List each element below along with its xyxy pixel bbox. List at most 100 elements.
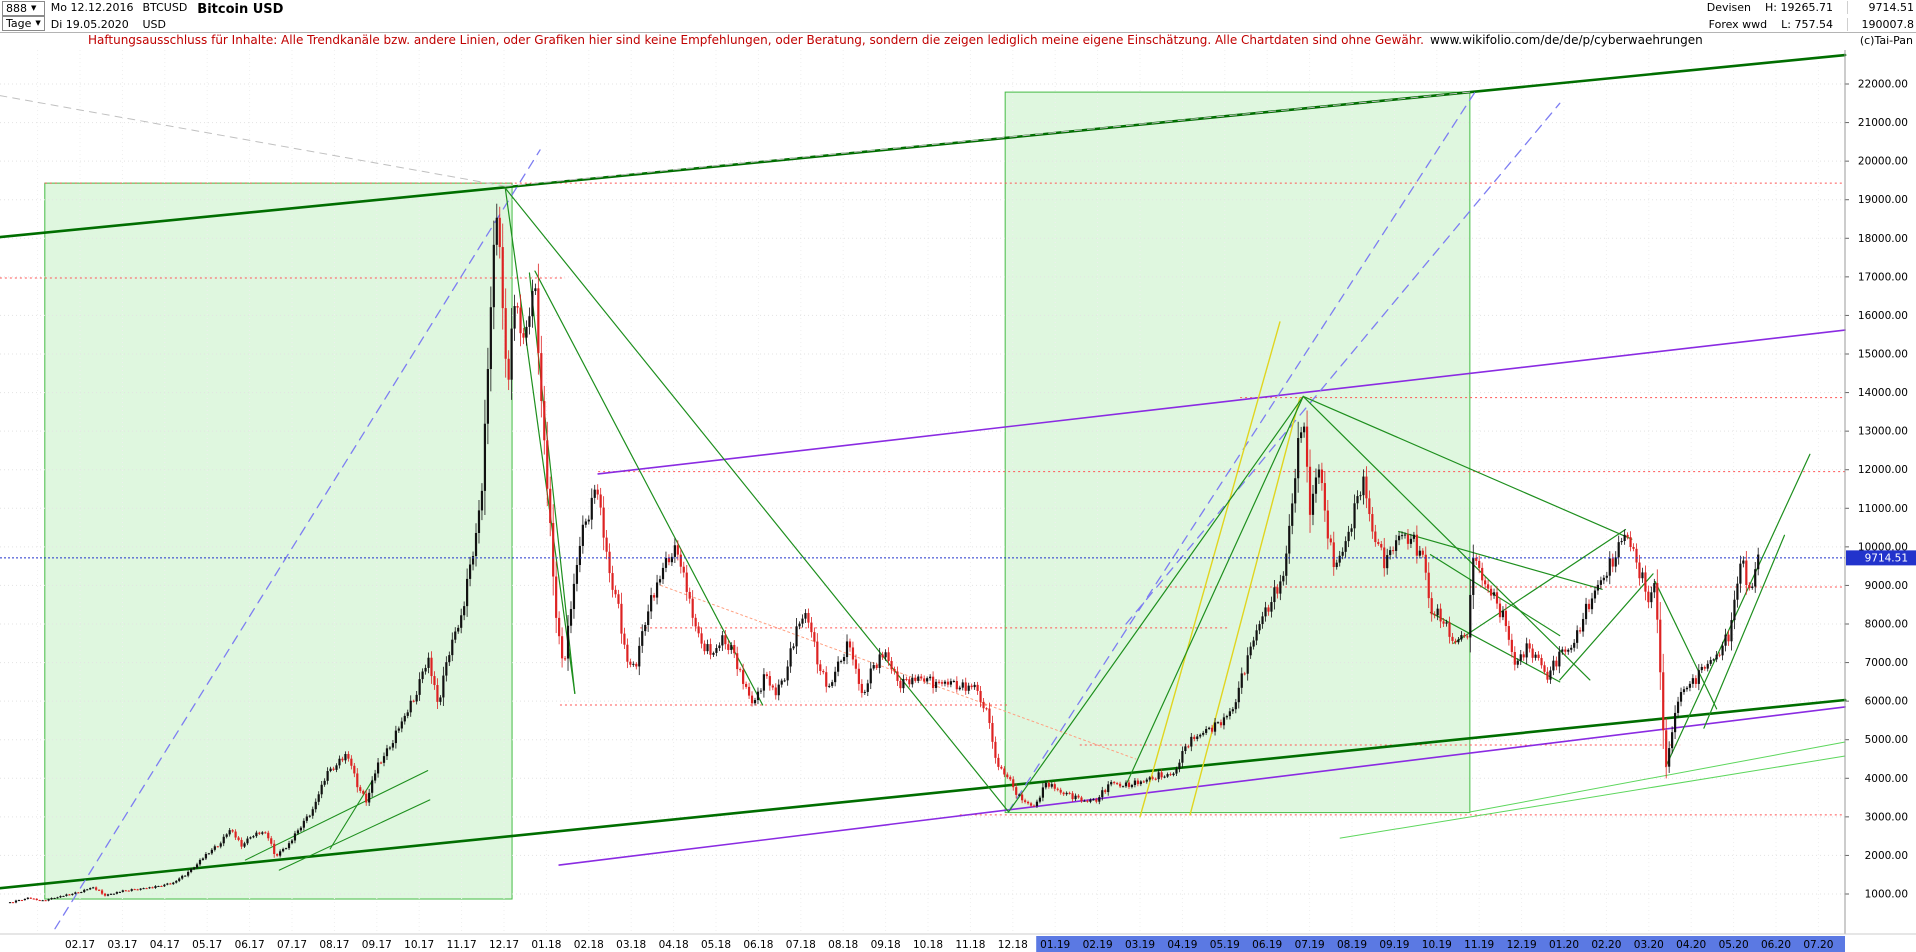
x-axis-label: 12.18 (998, 939, 1028, 951)
trend-line (329, 779, 374, 850)
x-axis-label: 03.19 (1125, 939, 1155, 951)
x-axis-label: 02.19 (1083, 939, 1113, 951)
period-label: Tage (6, 17, 32, 30)
trend-line (1126, 395, 1304, 783)
x-axis-label: 08.17 (319, 939, 349, 951)
y-axis-label: 1000.00 (1865, 889, 1908, 901)
chevron-down-icon: ▼ (31, 4, 37, 12)
trend-line (1665, 453, 1811, 768)
y-axis-label: 7000.00 (1865, 657, 1908, 669)
x-axis-label: 08.18 (828, 939, 858, 951)
x-axis-label: 06.17 (235, 939, 265, 951)
y-axis-label: 17000.00 (1858, 271, 1908, 283)
y-axis-label: 14000.00 (1858, 387, 1908, 399)
highlight-box (1004, 91, 1471, 814)
x-axis-label: 02.20 (1591, 939, 1621, 951)
period-dropdown[interactable]: Tage ▼ (2, 16, 45, 31)
header-left: 888 ▼ Tage ▼ Mo 12.12.2016 Di 19.05.2020… (2, 1, 283, 31)
x-axis-label: 10.18 (913, 939, 943, 951)
trend-line (0, 53, 1847, 239)
x-axis-label: 05.20 (1719, 939, 1749, 951)
y-axis-label: 4000.00 (1865, 773, 1908, 785)
x-axis-label: 01.19 (1040, 939, 1070, 951)
x-axis-label: 06.19 (1252, 939, 1282, 951)
trend-line (1302, 395, 1633, 540)
y-axis-label: 11000.00 (1858, 503, 1908, 515)
app-header: 888 ▼ Tage ▼ Mo 12.12.2016 Di 19.05.2020… (0, 0, 1916, 33)
start-date: Mo 12.12.2016 (50, 1, 134, 14)
x-axis-label: 12.17 (489, 939, 519, 951)
trend-line (534, 270, 764, 706)
y-axis-label: 21000.00 (1858, 117, 1908, 129)
x-axis-label: 07.20 (1803, 939, 1833, 951)
candles-layer (8, 203, 1760, 904)
x-axis-label: 03.17 (107, 939, 137, 951)
symbol-code: BTCUSD (142, 1, 188, 14)
x-axis-label: 09.17 (362, 939, 392, 951)
x-axis-label: 12.19 (1507, 939, 1537, 951)
corner-value-bottom: 190007.8 (1847, 18, 1914, 31)
low-value: L: 757.54 (1781, 18, 1833, 31)
trend-line (1654, 580, 1718, 710)
high-value: H: 19265.71 (1765, 1, 1833, 14)
x-axis-label: 04.17 (150, 939, 180, 951)
x-axis-label: 05.19 (1210, 939, 1240, 951)
price-chart[interactable]: 1000.00 2000.00 3000.00 4000.00 5000.00 6000.… (0, 50, 1916, 952)
trend-line (504, 187, 576, 695)
chart-area[interactable]: 1000.00 2000.00 3000.00 4000.00 5000.00 6000.… (0, 50, 1916, 952)
x-axis-label: 04.19 (1167, 939, 1197, 951)
y-axis-label: 6000.00 (1865, 696, 1908, 708)
x-axis-label: 03.18 (616, 939, 646, 951)
chevron-down-icon: ▼ (35, 19, 41, 27)
x-axis-label: 07.18 (786, 939, 816, 951)
x-axis-label: 03.20 (1634, 939, 1664, 951)
trend-line (558, 706, 1846, 866)
x-axis-label: 07.19 (1295, 939, 1325, 951)
trend-line (660, 584, 1137, 760)
x-axis-label: 04.20 (1676, 939, 1706, 951)
trend-line (1007, 395, 1304, 813)
symbol-number-dropdown[interactable]: 888 ▼ (2, 1, 45, 16)
x-axis-label: 11.18 (955, 939, 985, 951)
wikifolio-link[interactable]: www.wikifolio.com/de/de/p/cyberwaehrunge… (1429, 33, 1703, 47)
trend-line (1398, 530, 1603, 590)
x-axis-label: 08.19 (1337, 939, 1367, 951)
x-axis-label: 10.19 (1422, 939, 1452, 951)
y-axis-label: 12000.00 (1858, 464, 1908, 476)
market-label: Devisen (1706, 1, 1752, 14)
trend-line (1189, 397, 1301, 816)
disclaimer-text: Haftungsausschluss für Inhalte: Alle Tre… (88, 33, 1424, 47)
y-axis-label: 22000.00 (1858, 79, 1908, 91)
x-axis-label: 06.18 (743, 939, 773, 951)
x-axis-label: 05.18 (701, 939, 731, 951)
sub-header: Haftungsausschluss für Inhalte: Alle Tre… (0, 33, 1916, 50)
y-axis-label: 3000.00 (1865, 811, 1908, 823)
y-axis-label: 20000.00 (1858, 156, 1908, 168)
trend-line (504, 91, 1471, 187)
y-axis-label: 10000.00 (1858, 541, 1908, 553)
trend-line (54, 149, 541, 930)
end-date: Di 19.05.2020 (50, 18, 129, 31)
market-sub-label: Forex wwd (1708, 18, 1768, 31)
y-axis-label: 16000.00 (1858, 310, 1908, 322)
trend-line (1469, 741, 1846, 813)
x-axis-label: 07.17 (277, 939, 307, 951)
trend-line (1302, 395, 1591, 681)
x-axis-label: 01.18 (531, 939, 561, 951)
trend-line (528, 272, 576, 695)
trend-line (1339, 755, 1846, 839)
x-axis-label: 04.18 (659, 939, 689, 951)
trend-line (504, 187, 1010, 813)
y-axis-label: 13000.00 (1858, 426, 1908, 438)
x-axis-label: 10.17 (404, 939, 434, 951)
x-axis-label: 06.20 (1761, 939, 1791, 951)
trend-line (244, 770, 429, 861)
trend-line (597, 329, 1846, 475)
current-price-badge-label: 9714.51 (1865, 552, 1908, 564)
y-axis-label: 9000.00 (1865, 580, 1908, 592)
x-axis-label: 05.17 (192, 939, 222, 951)
x-axis-label: 02.18 (574, 939, 604, 951)
y-axis-label: 18000.00 (1858, 233, 1908, 245)
highlight-box (44, 182, 513, 900)
y-axis-label: 8000.00 (1865, 619, 1908, 631)
